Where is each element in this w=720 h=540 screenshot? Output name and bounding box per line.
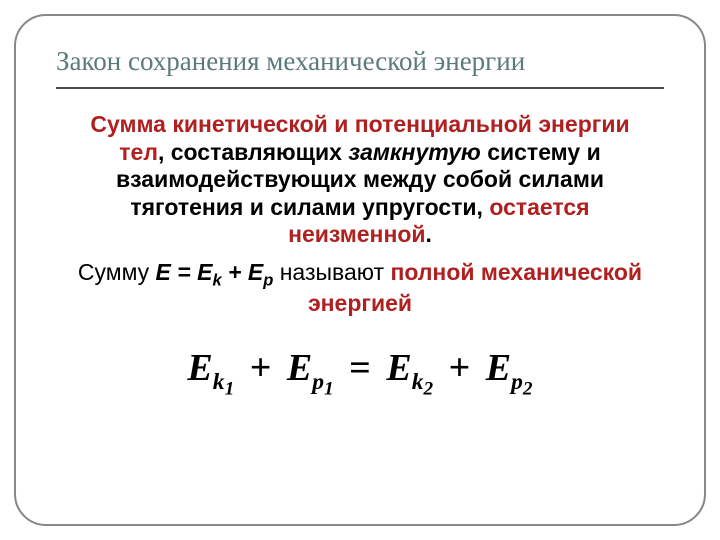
eq-p2: p	[511, 369, 523, 395]
fs-suffix: называют	[273, 259, 390, 285]
slide-title: Закон сохранения механической энергии	[56, 46, 664, 77]
conservation-equation: Ek1 + Ep1 = Ek2 + Ep2	[56, 346, 664, 400]
eq-p1-1: 1	[324, 378, 334, 399]
eq-Ep1-E: E	[287, 347, 312, 389]
eq-Ep1-sub: p1	[312, 369, 333, 395]
fs-E: E	[156, 259, 171, 285]
eq-Ek2-E: E	[386, 347, 411, 389]
fs-eq: =	[171, 259, 197, 285]
fs-Ek: E	[197, 259, 212, 285]
eq-k2-2: 2	[423, 378, 433, 399]
fs-Ep: E	[248, 259, 263, 285]
eq-p2-2: 2	[523, 378, 533, 399]
eq-Ek1-sub: k1	[213, 369, 234, 395]
eq-plus2: +	[443, 347, 477, 389]
def-italic: замкнутую	[348, 139, 480, 165]
eq-Ek2-sub: k2	[412, 369, 433, 395]
eq-plus1: +	[244, 347, 278, 389]
fs-p: p	[263, 271, 273, 290]
slide-frame: Закон сохранения механической энергии Су…	[14, 14, 706, 526]
definition-paragraph: Сумма кинетической и потенциальной энерг…	[56, 111, 664, 249]
formula-sentence: Сумму E = Ek + Ep называют полной механи…	[56, 259, 664, 318]
def-sep: , составляющих	[158, 139, 348, 165]
eq-k1-1: 1	[225, 378, 235, 399]
eq-Ep2-E: E	[486, 347, 511, 389]
fs-prefix: Сумму	[78, 259, 156, 285]
fs-k: k	[212, 271, 221, 290]
eq-Ep2-sub: p2	[511, 369, 532, 395]
eq-equals: =	[343, 347, 377, 389]
def-period: .	[426, 221, 432, 247]
title-divider	[56, 87, 664, 89]
eq-k1: k	[213, 369, 225, 395]
fs-plus: +	[222, 259, 248, 285]
eq-p1: p	[312, 369, 324, 395]
eq-k2: k	[412, 369, 424, 395]
slide-content: Закон сохранения механической энергии Су…	[16, 16, 704, 420]
eq-Ek1-E: E	[187, 347, 212, 389]
